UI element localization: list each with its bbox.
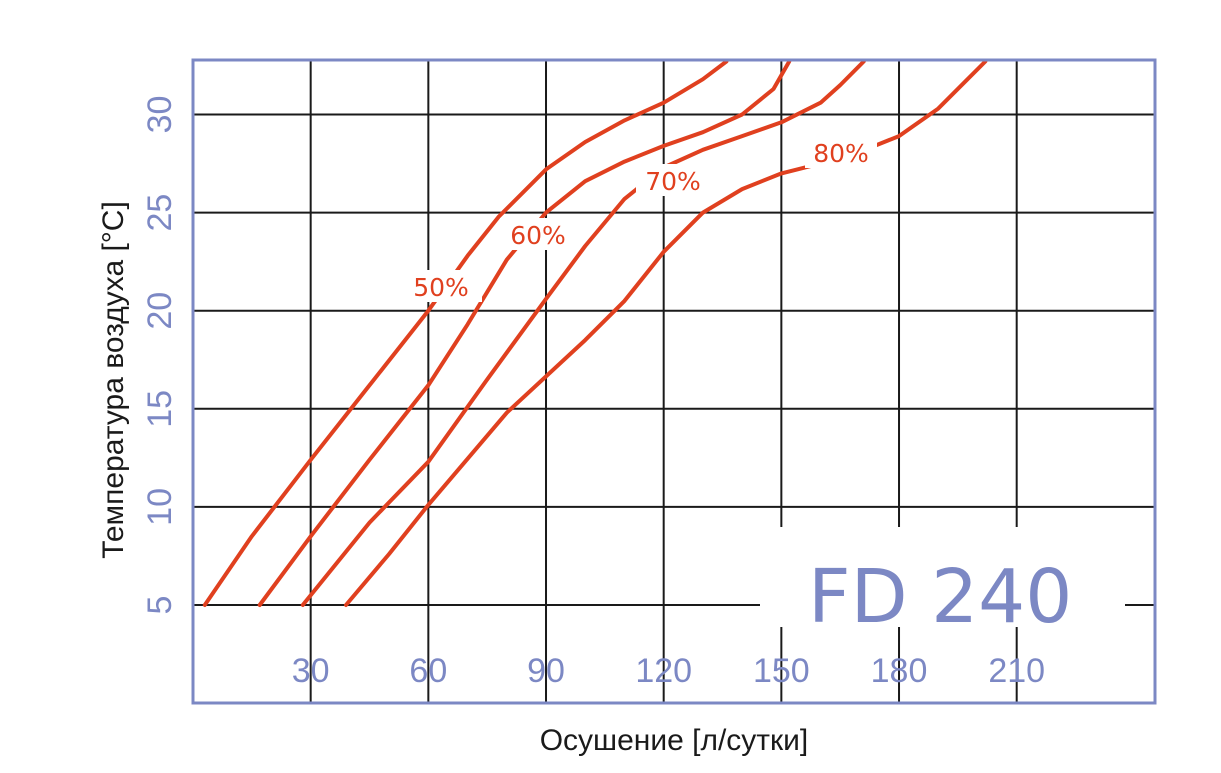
curves xyxy=(202,59,988,607)
curve-label-50-percent: 50% xyxy=(413,273,469,302)
curve-label-70-percent: 70% xyxy=(645,167,701,196)
curve-label-bg-50 xyxy=(400,270,482,302)
y-tick-20: 20 xyxy=(141,292,179,330)
x-tick-30: 30 xyxy=(292,652,330,690)
y-axis-title: Температура воздуха [°C] xyxy=(97,201,130,559)
x-tick-180: 180 xyxy=(871,652,928,690)
model-label-background xyxy=(760,527,1125,627)
curve-label-60-percent: 60% xyxy=(510,221,566,250)
y-tick-15: 15 xyxy=(141,390,179,428)
y-tick-labels: 5 10 15 20 25 30 xyxy=(141,96,179,615)
x-tick-labels: 30 60 90 120 150 180 210 xyxy=(292,652,1045,690)
y-tick-25: 25 xyxy=(141,194,179,232)
plot-frame xyxy=(191,58,1157,705)
curve-80-percent xyxy=(344,59,988,607)
curve-label-bg-80 xyxy=(805,136,877,168)
curve-50-percent xyxy=(202,59,729,607)
x-tick-90: 90 xyxy=(527,652,565,690)
y-tick-30: 30 xyxy=(141,96,179,134)
grid xyxy=(193,60,1155,703)
x-tick-210: 210 xyxy=(988,652,1045,690)
y-tick-10: 10 xyxy=(141,488,179,526)
y-tick-5: 5 xyxy=(141,596,179,615)
model-label: FD 240 xyxy=(808,554,1072,640)
x-axis-title: Осушение [л/сутки] xyxy=(540,724,809,757)
curve-label-80-percent: 80% xyxy=(813,139,869,168)
x-tick-60: 60 xyxy=(409,652,447,690)
x-tick-120: 120 xyxy=(635,652,692,690)
curve-label-bg-70 xyxy=(636,164,710,196)
x-tick-150: 150 xyxy=(753,652,810,690)
curve-60-percent xyxy=(257,59,792,607)
curve-labels: 50% 60% 70% 80% xyxy=(400,136,877,302)
curve-label-bg-60 xyxy=(500,218,576,250)
